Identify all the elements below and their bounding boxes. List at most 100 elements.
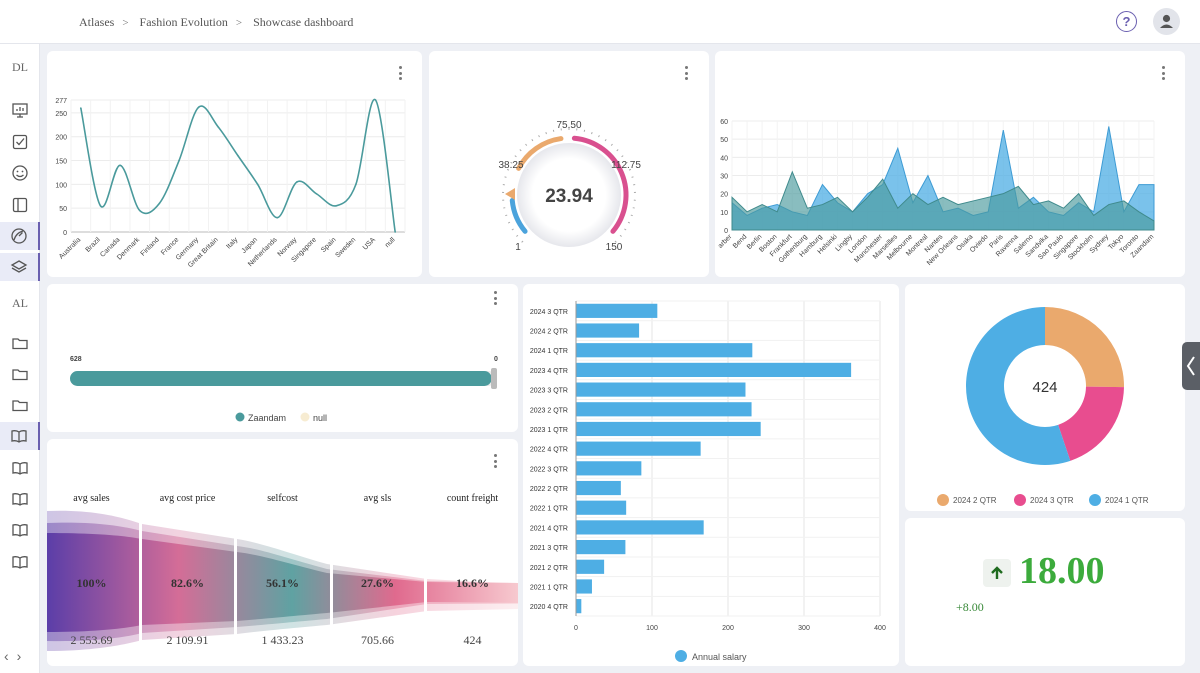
funnel-divider bbox=[424, 571, 427, 616]
bar-chart: 0 100 200 300 400 2024 3 QTR 2024 2 QTR 2024 1 … bbox=[530, 300, 886, 662]
book-icon bbox=[12, 524, 28, 537]
sidebar-item-folder-1[interactable] bbox=[0, 329, 40, 357]
card-menu-icon[interactable] bbox=[398, 66, 402, 80]
gauge-label-38-25: 38.25 bbox=[498, 160, 523, 171]
gauge-range-low bbox=[516, 136, 564, 171]
card-menu-icon[interactable] bbox=[684, 66, 688, 80]
bar bbox=[576, 402, 752, 417]
kpi-card bbox=[905, 518, 1185, 666]
sidebar-item-book-1[interactable] bbox=[0, 422, 40, 450]
sidebar-collapse-controls[interactable]: ‹› bbox=[4, 648, 29, 664]
card-menu-icon[interactable] bbox=[1161, 66, 1165, 80]
y-tick-label: 250 bbox=[55, 111, 67, 118]
sidebar-item-presentations[interactable] bbox=[0, 96, 40, 124]
gauge-ticks bbox=[502, 128, 636, 243]
progress-handle[interactable] bbox=[491, 368, 497, 389]
gauge-face bbox=[517, 143, 621, 247]
line-chart-card: 0 50 100 150 200 250 277 Australia Brazil Canada D… bbox=[47, 51, 422, 277]
breadcrumb-item-atlas[interactable]: Fashion Evolution bbox=[139, 15, 228, 29]
sidebar-item-dashboards[interactable] bbox=[0, 222, 40, 250]
y-tick-label: 0 bbox=[63, 230, 67, 237]
donut-slice bbox=[966, 307, 1071, 465]
sidebar-item-feedback[interactable] bbox=[0, 159, 40, 187]
sidebar-item-book-3[interactable] bbox=[0, 485, 40, 513]
gauge-tick bbox=[511, 228, 514, 231]
sidebar-item-layout[interactable] bbox=[0, 191, 40, 219]
sidebar-item-book-5[interactable] bbox=[0, 548, 40, 576]
sidebar-item-book-4[interactable] bbox=[0, 516, 40, 544]
funnel-divider bbox=[330, 557, 333, 632]
legend-label-null: null bbox=[313, 413, 327, 423]
data-point bbox=[237, 154, 239, 157]
chevron-left-icon bbox=[1186, 356, 1195, 376]
chevron-right-icon[interactable]: › bbox=[16, 648, 30, 664]
gauge-tick bbox=[510, 161, 513, 164]
funnel-header-avg-sales: avg sales bbox=[73, 493, 110, 504]
sidebar-item-layers[interactable] bbox=[0, 253, 40, 281]
y-tick-label: 10 bbox=[720, 210, 728, 217]
area-chart: 0102030405060arberBendBerlinBostonFrankf… bbox=[717, 119, 1156, 267]
funnel-core-band bbox=[47, 533, 518, 632]
gauge-tick bbox=[598, 135, 600, 138]
sidebar-item-book-2[interactable] bbox=[0, 454, 40, 482]
data-point bbox=[99, 204, 102, 207]
progress-fill bbox=[70, 371, 492, 386]
y-tick-label: 2023 2 QTR bbox=[530, 407, 568, 414]
card-menu-icon[interactable] bbox=[493, 291, 497, 305]
data-point bbox=[197, 106, 200, 108]
y-tick-label: 2023 4 QTR bbox=[530, 368, 568, 375]
top-bar: Atlases > Fashion Evolution > Showcase d… bbox=[0, 0, 1200, 44]
gauge-chart: 23.94 75.50 38.25 112.75 1 150 bbox=[498, 120, 641, 253]
progress-left-label: 628 bbox=[70, 356, 82, 363]
data-point bbox=[119, 164, 121, 167]
gauge-tick bbox=[507, 221, 511, 224]
funnel-value: 1 433.23 bbox=[261, 633, 304, 647]
side-panel-toggle[interactable] bbox=[1182, 342, 1200, 390]
card-menu-icon[interactable] bbox=[493, 454, 497, 468]
x-tick-label: arber bbox=[717, 233, 734, 250]
gauge-pointer bbox=[505, 188, 515, 200]
data-point bbox=[355, 183, 357, 186]
x-tick-label: Japan bbox=[241, 236, 260, 255]
avatar[interactable] bbox=[1153, 8, 1180, 35]
y-tick-label: 2023 1 QTR bbox=[530, 427, 568, 434]
legend-label: Annual salary bbox=[692, 652, 747, 662]
y-tick-label: 2024 1 QTR bbox=[530, 348, 568, 355]
sidebar-item-folder-2[interactable] bbox=[0, 360, 40, 388]
bar bbox=[576, 599, 582, 614]
breadcrumb-item-dashboard: Showcase dashboard bbox=[253, 15, 354, 29]
gauge-tick bbox=[619, 234, 622, 237]
bar bbox=[576, 303, 658, 318]
x-tick-label: Italy bbox=[225, 236, 239, 250]
breadcrumb-item-atlases[interactable]: Atlases bbox=[79, 15, 115, 29]
bar bbox=[576, 343, 753, 358]
y-tick-label: 60 bbox=[720, 119, 728, 126]
funnel-percent: 82.6% bbox=[171, 576, 204, 590]
gauge-tick bbox=[610, 143, 613, 146]
gauge-tick bbox=[621, 155, 624, 158]
legend-label: 2024 1 QTR bbox=[1105, 496, 1149, 505]
bar bbox=[576, 540, 626, 555]
help-icon[interactable]: ? bbox=[1116, 11, 1137, 32]
bar bbox=[576, 559, 605, 574]
gauge-tick bbox=[614, 240, 617, 243]
gauge-tick bbox=[628, 168, 632, 171]
bar bbox=[576, 382, 746, 397]
y-tick-label: 2021 4 QTR bbox=[530, 525, 568, 532]
gauge-tick bbox=[504, 176, 507, 178]
y-tick-label: 40 bbox=[720, 155, 728, 162]
y-tick-label: 2022 1 QTR bbox=[530, 506, 568, 513]
sidebar-item-folder-3[interactable] bbox=[0, 391, 40, 419]
chevron-right-icon: > bbox=[122, 16, 129, 29]
funnel-percent: 100% bbox=[76, 576, 107, 590]
chevron-left-icon[interactable]: ‹ bbox=[4, 648, 17, 664]
x-tick-label: 100 bbox=[646, 625, 658, 632]
y-tick-label: 2022 3 QTR bbox=[530, 466, 568, 473]
data-point bbox=[80, 107, 82, 109]
bar bbox=[576, 362, 852, 377]
gauge-tick bbox=[616, 149, 619, 152]
sidebar-item-tasks[interactable] bbox=[0, 128, 40, 156]
sidebar: DL AL ‹› bbox=[0, 44, 40, 673]
y-tick-label: 50 bbox=[720, 137, 728, 144]
funnel-value: 705.66 bbox=[361, 633, 394, 647]
